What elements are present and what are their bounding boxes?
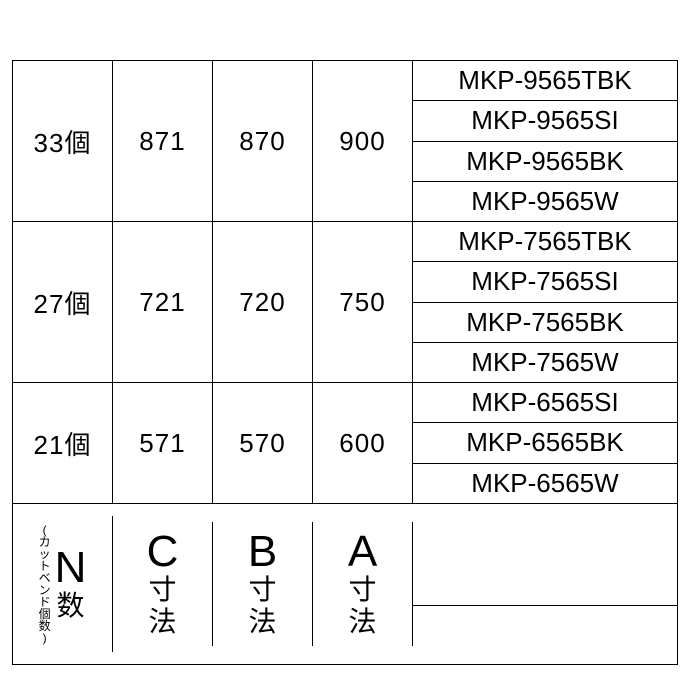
model-code: MKP-7565W: [413, 343, 677, 382]
model-code: MKP-9565SI: [413, 101, 677, 141]
n-cell: 27個: [13, 222, 113, 382]
header-model: [413, 565, 677, 604]
c-cell: 871: [113, 61, 213, 221]
a-value: 750: [339, 287, 385, 318]
table-row: 33個 871 870 900 MKP-9565TBK MKP-9565SI M…: [13, 61, 677, 222]
model-code: MKP-9565BK: [413, 142, 677, 182]
c-value: 571: [139, 428, 185, 459]
model-code: MKP-7565TBK: [413, 222, 677, 262]
header-a-sub: 寸 法: [348, 574, 376, 638]
header-b: B 寸 法: [213, 522, 313, 646]
n-value: 33個: [34, 123, 92, 160]
n-cell: 21個: [13, 383, 113, 503]
header-a-main: A: [348, 530, 377, 574]
n-cell: 33個: [13, 61, 113, 221]
header-n-annotation: ( カ ッ ト ベ ン ド 個 数 ): [39, 524, 51, 644]
model-code: MKP-6565BK: [413, 423, 677, 463]
a-cell: 750: [313, 222, 413, 382]
model-code: MKP-7565BK: [413, 303, 677, 343]
a-cell: 900: [313, 61, 413, 221]
c-cell: 721: [113, 222, 213, 382]
header-c-sub: 寸 法: [148, 574, 176, 638]
model-cell: MKP-7565TBK MKP-7565SI MKP-7565BK MKP-75…: [413, 222, 677, 382]
n-value: 21個: [34, 425, 92, 462]
a-cell: 600: [313, 383, 413, 503]
header-model-blank: [413, 565, 677, 606]
a-value: 600: [339, 428, 385, 459]
model-cell: MKP-9565TBK MKP-9565SI MKP-9565BK MKP-95…: [413, 61, 677, 221]
model-cell: MKP-6565SI MKP-6565BK MKP-6565W: [413, 383, 677, 503]
c-value: 721: [139, 287, 185, 318]
model-code: MKP-9565TBK: [413, 61, 677, 101]
header-n-main: N: [55, 546, 87, 590]
a-value: 900: [339, 126, 385, 157]
header-row: ( カ ッ ト ベ ン ド 個 数 ) N 数: [13, 504, 677, 664]
header-b-main: B: [248, 530, 277, 574]
b-value: 870: [239, 126, 285, 157]
model-code: MKP-6565SI: [413, 383, 677, 423]
n-value: 27個: [34, 284, 92, 321]
spec-table: 33個 871 870 900 MKP-9565TBK MKP-9565SI M…: [12, 60, 678, 665]
b-cell: 870: [213, 61, 313, 221]
b-value: 720: [239, 287, 285, 318]
header-n-sub: 数: [56, 590, 84, 622]
header-c-main: C: [147, 530, 179, 574]
c-cell: 571: [113, 383, 213, 503]
model-code: MKP-7565SI: [413, 262, 677, 302]
table-row: 27個 721 720 750 MKP-7565TBK MKP-7565SI M…: [13, 222, 677, 383]
b-value: 570: [239, 428, 285, 459]
header-a: A 寸 法: [313, 522, 413, 646]
header-c: C 寸 法: [113, 522, 213, 646]
model-code: MKP-9565W: [413, 182, 677, 221]
c-value: 871: [139, 126, 185, 157]
b-cell: 720: [213, 222, 313, 382]
header-n: ( カ ッ ト ベ ン ド 個 数 ) N 数: [13, 516, 113, 652]
header-b-sub: 寸 法: [248, 574, 276, 638]
table-row: 21個 571 570 600 MKP-6565SI MKP-6565BK MK…: [13, 383, 677, 504]
model-code: MKP-6565W: [413, 464, 677, 503]
b-cell: 570: [213, 383, 313, 503]
